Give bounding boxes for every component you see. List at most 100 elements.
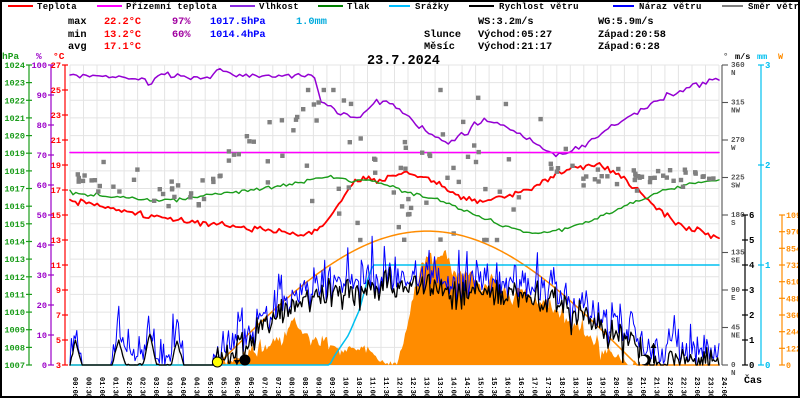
- svg-text:1024: 1024: [4, 61, 25, 71]
- svg-text:3: 3: [56, 361, 61, 371]
- svg-text:0: 0: [731, 362, 736, 370]
- svg-text:0: 0: [765, 361, 770, 371]
- svg-text:Vlhkost: Vlhkost: [259, 2, 299, 12]
- svg-text:90: 90: [731, 287, 741, 295]
- svg-text:10: 10: [37, 331, 47, 341]
- svg-text:%: %: [36, 51, 42, 62]
- svg-text:11:00: 11:00: [368, 377, 376, 398]
- svg-text:3: 3: [749, 286, 754, 296]
- svg-text:1007: 1007: [4, 361, 25, 371]
- svg-text:17:30: 17:30: [543, 377, 551, 398]
- svg-text:m/s: m/s: [735, 52, 750, 62]
- svg-text:Teplota: Teplota: [37, 2, 77, 12]
- svg-text:WG:5.9m/s: WG:5.9m/s: [598, 16, 654, 28]
- svg-text:97%: 97%: [172, 16, 191, 28]
- svg-text:1012: 1012: [4, 273, 25, 283]
- svg-text:732: 732: [786, 262, 800, 271]
- svg-text:24:00: 24:00: [719, 377, 727, 398]
- svg-text:1015: 1015: [4, 220, 25, 230]
- svg-text:Čas: Čas: [744, 373, 762, 387]
- svg-text:Tlak: Tlak: [347, 2, 370, 12]
- svg-text:5: 5: [56, 336, 61, 346]
- svg-text:05:00: 05:00: [205, 377, 213, 398]
- svg-text:16:30: 16:30: [516, 377, 524, 398]
- svg-text:00:30: 00:30: [84, 377, 92, 398]
- svg-text:366: 366: [786, 312, 800, 321]
- svg-text:02:30: 02:30: [138, 377, 146, 398]
- svg-text:max: max: [68, 16, 87, 28]
- svg-text:SW: SW: [731, 183, 741, 191]
- svg-text:10:30: 10:30: [354, 377, 362, 398]
- svg-text:0: 0: [42, 361, 47, 371]
- svg-text:1021: 1021: [4, 114, 25, 124]
- svg-text:04:00: 04:00: [178, 377, 186, 398]
- svg-text:13:00: 13:00: [422, 377, 430, 398]
- svg-text:07:00: 07:00: [259, 377, 267, 398]
- svg-text:17: 17: [51, 186, 61, 196]
- svg-text:6: 6: [749, 211, 754, 221]
- svg-text:22.2°C: 22.2°C: [104, 16, 141, 28]
- svg-text:23: 23: [51, 111, 61, 121]
- svg-text:1017: 1017: [4, 185, 25, 195]
- svg-text:12:30: 12:30: [408, 377, 416, 398]
- svg-text:90: 90: [37, 91, 47, 101]
- svg-text:09:00: 09:00: [313, 377, 321, 398]
- svg-text:0: 0: [749, 361, 754, 371]
- svg-text:13.2°C: 13.2°C: [104, 29, 141, 41]
- svg-text:25: 25: [51, 86, 61, 96]
- svg-text:1023: 1023: [4, 79, 25, 89]
- svg-text:hPa: hPa: [2, 51, 19, 62]
- svg-text:19:30: 19:30: [597, 377, 605, 398]
- svg-text:18:00: 18:00: [557, 377, 565, 398]
- svg-text:854: 854: [786, 245, 800, 254]
- svg-text:2: 2: [765, 161, 770, 171]
- svg-text:17:00: 17:00: [530, 377, 538, 398]
- svg-text:1019: 1019: [4, 149, 25, 159]
- svg-text:100: 100: [32, 61, 47, 71]
- svg-text:1.0mm: 1.0mm: [296, 16, 327, 28]
- svg-text:14:30: 14:30: [462, 377, 470, 398]
- svg-text:122: 122: [786, 345, 800, 354]
- svg-text:1098: 1098: [786, 212, 800, 221]
- svg-text:1020: 1020: [4, 132, 25, 142]
- svg-text:01:30: 01:30: [111, 377, 119, 398]
- svg-text:Rychlost větru: Rychlost větru: [499, 2, 579, 12]
- svg-text:02:00: 02:00: [124, 377, 132, 398]
- svg-text:1011: 1011: [4, 290, 25, 300]
- svg-text:N: N: [731, 370, 736, 378]
- svg-text:60: 60: [37, 181, 47, 191]
- svg-text:06:30: 06:30: [246, 377, 254, 398]
- svg-text:1014: 1014: [4, 238, 25, 248]
- svg-text:min: min: [68, 29, 87, 41]
- svg-text:270: 270: [731, 137, 745, 145]
- svg-text:1009: 1009: [4, 326, 25, 336]
- svg-text:488: 488: [786, 295, 800, 304]
- svg-text:Východ:05:27: Východ:05:27: [478, 29, 552, 41]
- svg-text:12:00: 12:00: [395, 377, 403, 398]
- svg-text:1008: 1008: [4, 343, 25, 353]
- svg-text:1018: 1018: [4, 167, 25, 177]
- svg-text:14:00: 14:00: [449, 377, 457, 398]
- svg-text:11:30: 11:30: [381, 377, 389, 398]
- svg-text:21: 21: [51, 136, 61, 146]
- svg-text:04:30: 04:30: [192, 377, 200, 398]
- svg-text:Západ:6:28: Západ:6:28: [598, 41, 660, 53]
- svg-text:80: 80: [37, 121, 47, 131]
- svg-text:15:00: 15:00: [476, 377, 484, 398]
- svg-text:°C: °C: [53, 51, 65, 62]
- svg-text:17.1°C: 17.1°C: [104, 41, 141, 53]
- svg-text:Slunce: Slunce: [424, 29, 461, 41]
- svg-text:22:30: 22:30: [678, 377, 686, 398]
- svg-text:1: 1: [749, 336, 755, 346]
- svg-text:E: E: [731, 295, 736, 303]
- svg-text:4: 4: [749, 261, 755, 271]
- svg-text:10:00: 10:00: [340, 377, 348, 398]
- svg-text:N: N: [731, 70, 736, 78]
- svg-text:16:00: 16:00: [503, 377, 511, 398]
- svg-text:45: 45: [731, 325, 741, 333]
- svg-text:5: 5: [749, 236, 754, 246]
- svg-text:0: 0: [786, 362, 791, 371]
- svg-text:21:30: 21:30: [651, 377, 659, 398]
- svg-text:20: 20: [37, 301, 47, 311]
- svg-text:05:30: 05:30: [219, 377, 227, 398]
